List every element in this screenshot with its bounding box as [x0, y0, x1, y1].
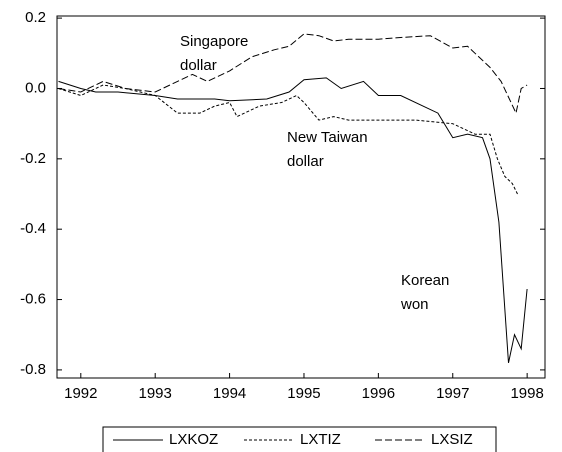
x-tick-label: 1998: [510, 385, 543, 402]
legend-label: LXTIZ: [300, 431, 341, 448]
x-tick-label: 1997: [436, 385, 469, 402]
plot-frame: [56, 15, 546, 379]
series-line: [58, 33, 528, 115]
x-tick-label: 1993: [139, 385, 172, 402]
annotation: Singapore: [180, 33, 248, 50]
series-line: [58, 84, 518, 195]
y-tick-label: -0.2: [20, 150, 46, 167]
annotation: New Taiwan: [287, 129, 368, 146]
annotation: dollar: [180, 57, 217, 74]
y-tick-label: 0.0: [25, 79, 46, 96]
y-tick-label: -0.4: [20, 220, 46, 237]
annotation: dollar: [287, 153, 324, 170]
y-tick-label: 0.2: [25, 9, 46, 26]
y-tick-label: -0.8: [20, 361, 46, 378]
annotation: Korean: [401, 272, 449, 289]
x-tick-label: 1994: [213, 385, 246, 402]
series-line: [58, 77, 528, 364]
legend-label: LXSIZ: [431, 431, 473, 448]
x-tick-label: 1992: [64, 385, 97, 402]
legend-label: LXKOZ: [169, 431, 218, 448]
x-tick-label: 1995: [287, 385, 320, 402]
x-tick-label: 1996: [362, 385, 395, 402]
y-tick-label: -0.6: [20, 291, 46, 308]
annotation: won: [400, 296, 429, 313]
legend-box: [102, 426, 497, 452]
